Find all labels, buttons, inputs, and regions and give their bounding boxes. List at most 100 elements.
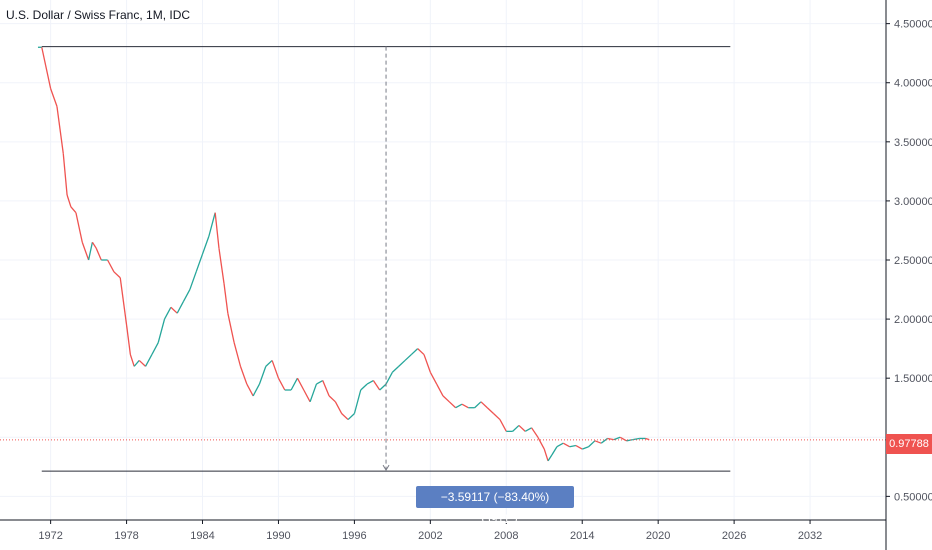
price-segment bbox=[600, 437, 608, 444]
price-segment bbox=[436, 383, 444, 397]
price-segment bbox=[125, 324, 132, 355]
y-tick-label: 2.00000 bbox=[894, 314, 932, 326]
price-segment bbox=[246, 383, 254, 397]
price-segment bbox=[107, 259, 115, 273]
price-segment bbox=[569, 444, 577, 448]
price-segment bbox=[271, 360, 280, 379]
price-segment bbox=[366, 379, 374, 385]
price-segment bbox=[195, 253, 204, 273]
x-tick-label: 2020 bbox=[646, 530, 670, 542]
price-segment bbox=[518, 424, 526, 432]
price-segment bbox=[56, 106, 64, 154]
price-segment bbox=[113, 271, 121, 279]
price-segment bbox=[353, 389, 362, 414]
price-segment bbox=[144, 354, 153, 367]
x-tick-label: 2026 bbox=[722, 530, 746, 542]
price-segment bbox=[208, 212, 216, 237]
x-tick-label: 1978 bbox=[114, 530, 138, 542]
price-series bbox=[37, 46, 650, 462]
price-segment bbox=[176, 301, 185, 314]
price-segment bbox=[75, 212, 83, 243]
price-segment bbox=[151, 342, 159, 355]
measure-arrow-icon bbox=[382, 464, 390, 472]
price-segment bbox=[347, 413, 355, 421]
price-segment bbox=[543, 448, 549, 462]
price-segment bbox=[499, 419, 507, 432]
x-tick-label: 1990 bbox=[266, 530, 290, 542]
price-segment bbox=[575, 444, 583, 450]
price-segment bbox=[379, 383, 387, 391]
y-tick-label: 2.50000 bbox=[894, 255, 932, 267]
price-segment bbox=[201, 236, 210, 255]
price-segment bbox=[334, 401, 343, 414]
x-tick-label: 1972 bbox=[38, 530, 62, 542]
price-segment bbox=[328, 395, 336, 403]
y-tick-label: 4.00000 bbox=[894, 78, 932, 90]
price-segment bbox=[44, 64, 52, 89]
price-segment bbox=[252, 383, 261, 397]
y-tick-label: 1.50000 bbox=[894, 373, 932, 385]
price-segment bbox=[474, 401, 482, 409]
price-segment bbox=[157, 318, 166, 343]
price-segment bbox=[442, 395, 450, 403]
price-segment bbox=[189, 271, 197, 290]
measure-tool[interactable] bbox=[0, 46, 886, 472]
x-tick-label: 2002 bbox=[418, 530, 442, 542]
price-segment bbox=[417, 348, 425, 356]
price-segment bbox=[341, 413, 349, 421]
price-segment bbox=[296, 377, 305, 391]
price-segment bbox=[455, 403, 463, 409]
price-segment bbox=[133, 360, 140, 367]
y-tick-label: 4.50000 bbox=[894, 19, 932, 31]
price-segment bbox=[372, 380, 381, 391]
price-segment bbox=[290, 377, 299, 391]
grid bbox=[0, 0, 886, 520]
price-segment bbox=[316, 379, 324, 385]
x-tick-label: 2032 bbox=[798, 530, 822, 542]
price-segment bbox=[562, 442, 570, 448]
price-segment bbox=[66, 194, 72, 208]
price-segment bbox=[398, 359, 406, 367]
chart-title: U.S. Dollar / Swiss Franc, 1M, IDC bbox=[6, 8, 191, 22]
price-segment bbox=[423, 354, 431, 373]
price-segment bbox=[182, 289, 191, 302]
price-segment bbox=[556, 442, 564, 448]
price-segment bbox=[81, 242, 90, 261]
price-segment bbox=[512, 424, 520, 432]
measure-label[interactable]: −3.59117 (−83.40%) −35911.7 bbox=[416, 486, 574, 526]
price-segment bbox=[385, 371, 393, 385]
price-segment bbox=[404, 354, 412, 361]
price-segment bbox=[480, 401, 488, 409]
price-segment bbox=[391, 365, 400, 373]
x-tick-label: 2008 bbox=[494, 530, 518, 542]
price-segment bbox=[50, 88, 58, 107]
y-tick-label: 3.50000 bbox=[894, 137, 932, 149]
price-segment bbox=[218, 248, 225, 284]
price-segment bbox=[410, 348, 419, 356]
price-segment bbox=[486, 407, 495, 415]
price-segment bbox=[524, 427, 532, 432]
price-segment bbox=[360, 383, 368, 391]
price-segment bbox=[258, 366, 267, 385]
x-tick-label: 1984 bbox=[190, 530, 214, 542]
price-segment bbox=[87, 242, 94, 261]
price-segment bbox=[448, 401, 457, 409]
price-segment bbox=[309, 383, 318, 403]
x-tick-label: 2014 bbox=[570, 530, 594, 542]
price-segment bbox=[138, 359, 147, 367]
price-segment bbox=[594, 440, 602, 444]
price-segment bbox=[170, 306, 178, 314]
price-segment bbox=[91, 241, 97, 249]
price-segment bbox=[265, 359, 273, 367]
price-segment bbox=[70, 206, 77, 214]
price-segment bbox=[223, 283, 229, 314]
price-segment bbox=[119, 277, 128, 326]
price-segment bbox=[613, 436, 621, 441]
price-segment bbox=[461, 403, 469, 409]
price-segment bbox=[626, 438, 633, 442]
price-segment bbox=[239, 366, 248, 385]
price-segment bbox=[214, 212, 220, 249]
price-segment bbox=[95, 247, 102, 261]
price-segment bbox=[531, 427, 539, 438]
